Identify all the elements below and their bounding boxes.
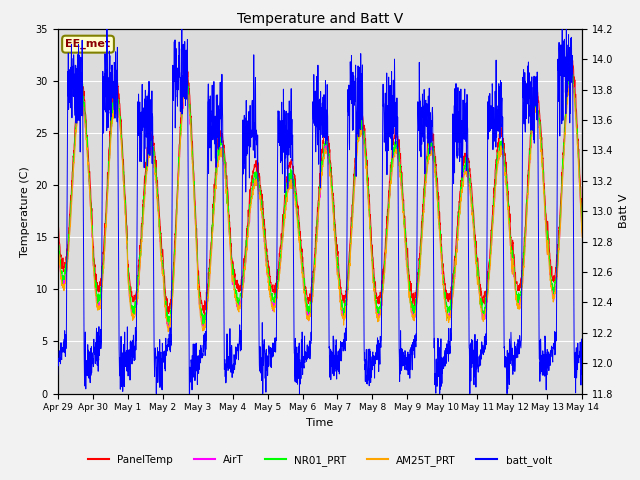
batt_volt (200, 342, 208, 348)
batt_volt (152, 391, 160, 396)
PanelTemp (568, 52, 575, 58)
AirT (54, 232, 61, 238)
AM25T_PRT (347, 249, 355, 255)
NR01_PRT (54, 230, 61, 236)
Line: NR01_PRT: NR01_PRT (58, 63, 582, 325)
AirT (532, 100, 540, 106)
NR01_PRT (532, 95, 540, 101)
Line: AM25T_PRT: AM25T_PRT (58, 77, 582, 332)
AirT (200, 325, 208, 331)
Line: PanelTemp: PanelTemp (58, 55, 582, 315)
batt_volt (472, 338, 480, 344)
Legend: PanelTemp, AirT, NR01_PRT, AM25T_PRT, batt_volt: PanelTemp, AirT, NR01_PRT, AM25T_PRT, ba… (84, 451, 556, 470)
batt_volt (335, 356, 343, 362)
AirT (200, 321, 208, 326)
AirT (566, 72, 574, 78)
Title: Temperature and Batt V: Temperature and Batt V (237, 12, 403, 26)
AM25T_PRT (335, 284, 343, 289)
AM25T_PRT (54, 237, 61, 242)
Y-axis label: Batt V: Batt V (620, 194, 629, 228)
NR01_PRT (335, 276, 343, 281)
AM25T_PRT (532, 107, 540, 112)
Line: AirT: AirT (58, 75, 582, 328)
batt_volt (579, 370, 586, 376)
AirT (472, 264, 480, 269)
PanelTemp (532, 89, 540, 95)
NR01_PRT (347, 242, 355, 248)
PanelTemp (200, 309, 208, 315)
NR01_PRT (200, 323, 208, 328)
AM25T_PRT (579, 235, 586, 240)
batt_volt (547, 354, 555, 360)
AM25T_PRT (164, 329, 172, 335)
AM25T_PRT (472, 266, 480, 272)
Y-axis label: Temperature (C): Temperature (C) (20, 166, 30, 257)
NR01_PRT (566, 60, 574, 66)
X-axis label: Time: Time (307, 418, 333, 428)
batt_volt (532, 74, 540, 80)
AM25T_PRT (547, 284, 555, 290)
AirT (335, 283, 343, 288)
PanelTemp (579, 219, 586, 225)
PanelTemp (472, 249, 480, 255)
AM25T_PRT (200, 327, 208, 333)
batt_volt (54, 372, 61, 377)
PanelTemp (200, 312, 208, 318)
PanelTemp (335, 270, 343, 276)
NR01_PRT (547, 273, 555, 278)
NR01_PRT (579, 230, 586, 236)
batt_volt (563, 26, 570, 32)
AM25T_PRT (568, 74, 575, 80)
Line: batt_volt: batt_volt (58, 29, 582, 394)
batt_volt (347, 75, 355, 81)
AirT (547, 279, 555, 285)
Text: EE_met: EE_met (65, 39, 111, 49)
PanelTemp (547, 264, 555, 270)
PanelTemp (54, 217, 61, 223)
AirT (579, 234, 586, 240)
NR01_PRT (472, 258, 480, 264)
PanelTemp (347, 232, 355, 238)
NR01_PRT (200, 312, 208, 318)
AirT (347, 250, 355, 255)
